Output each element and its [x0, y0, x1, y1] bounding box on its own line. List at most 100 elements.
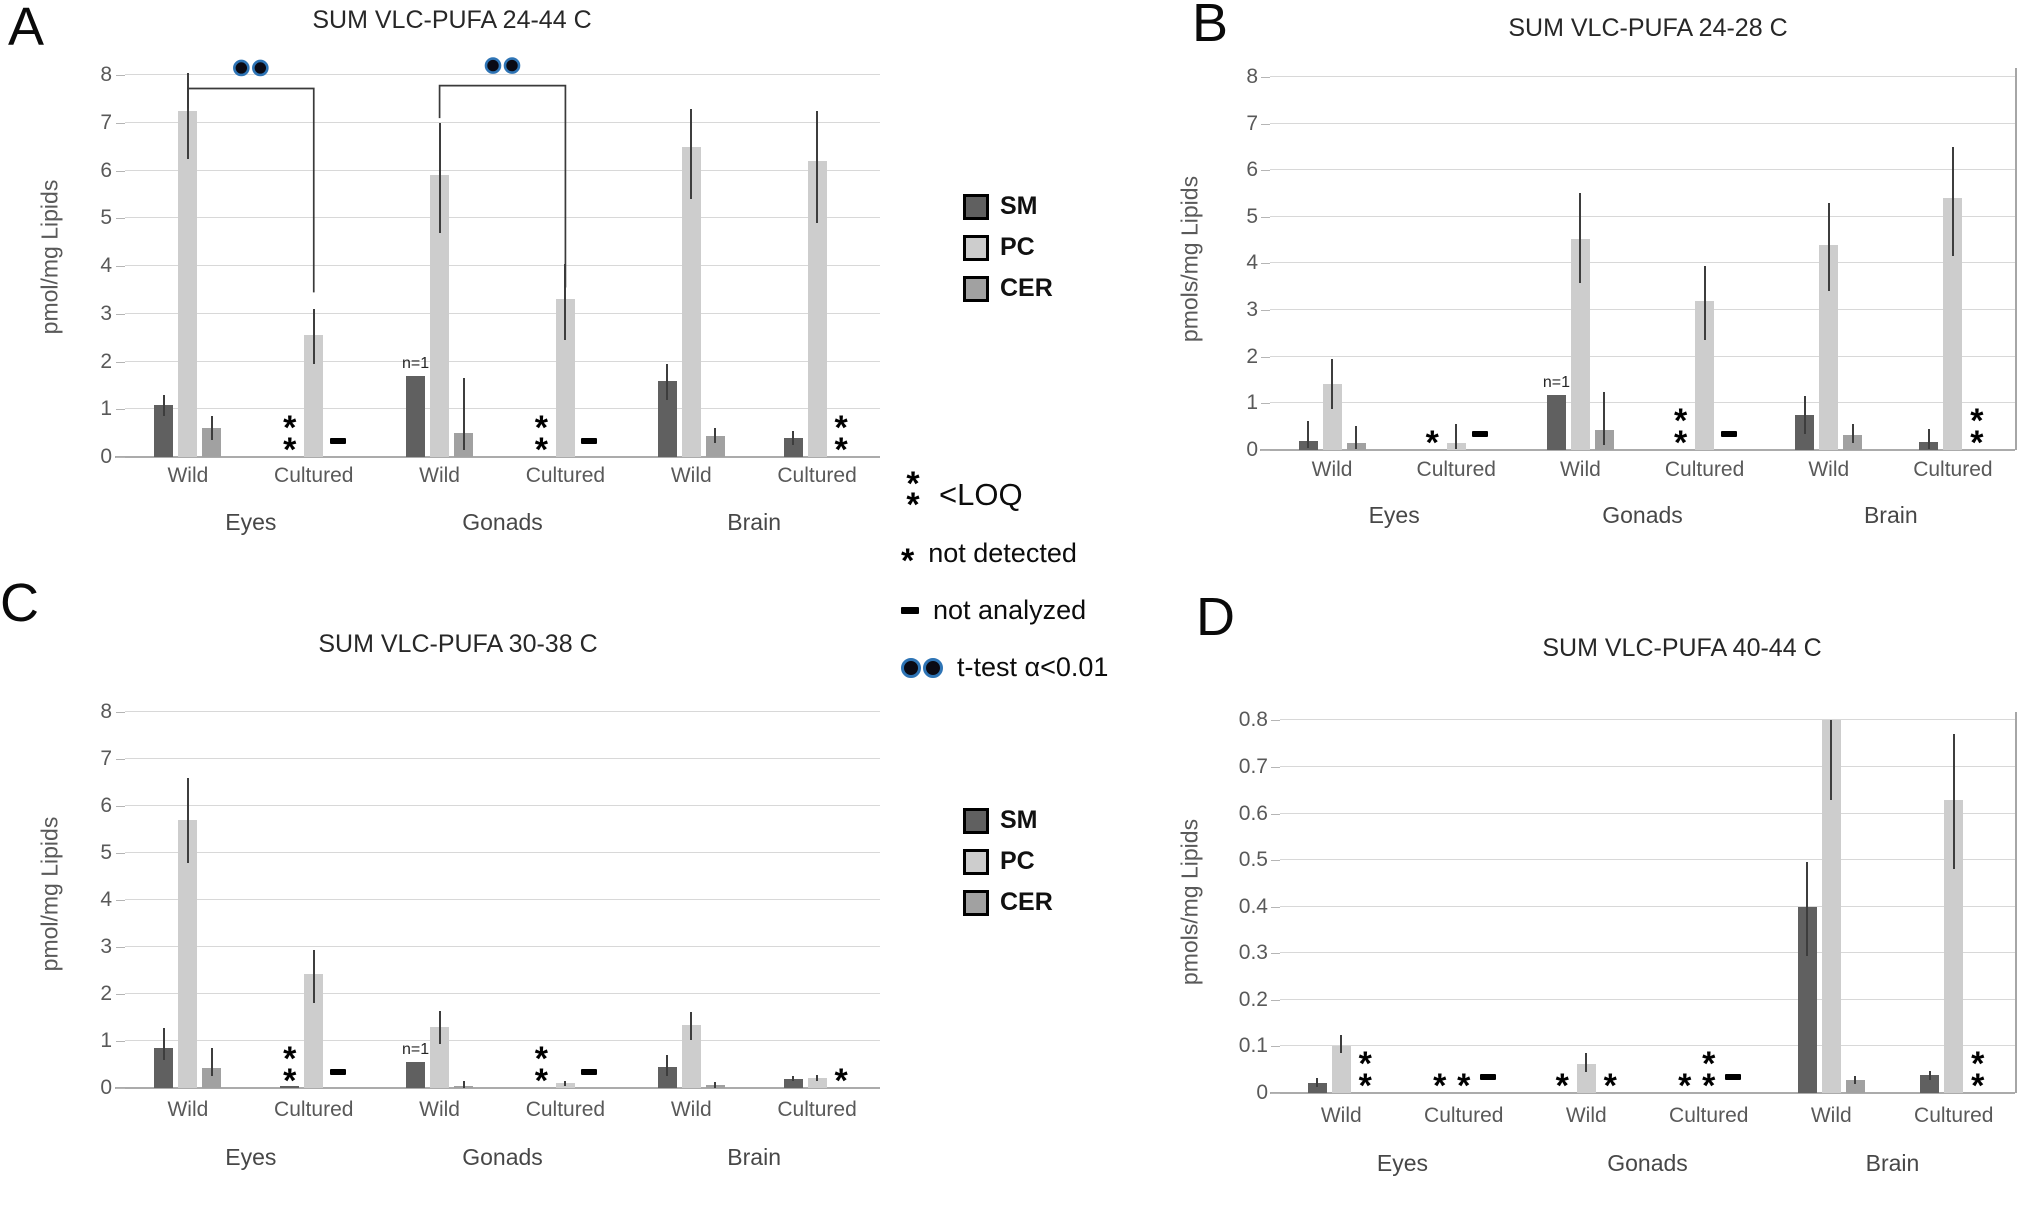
nd-symbol-D-Eyes-Cultured-PC [1447, 1075, 1481, 1097]
bar-B-Brain-Wild-PC [1819, 244, 1839, 450]
axis-tick-mark [1261, 76, 1270, 78]
axis-tick-mark [1271, 1046, 1280, 1048]
xlabel-D-Gonads-Wild: Wild [1565, 1104, 1607, 1127]
y-tick-label: 4 [100, 888, 112, 912]
panel-C-title: SUM VLC-PUFA 30-38 C [318, 630, 598, 658]
error-bar-B-Brain-Cultured-SM [1927, 429, 1930, 449]
axis-tick-mark [1261, 216, 1270, 218]
axis-tick-mark [1261, 170, 1270, 172]
not-detected-label: not detected [928, 538, 1077, 568]
y-tick-label: 0 [100, 445, 112, 468]
gridline [1280, 812, 2015, 814]
legend-item-sm: SM [963, 806, 1053, 835]
y-tick-label: 0.7 [1238, 754, 1268, 778]
y-tick-label: 8 [1246, 64, 1258, 88]
symbol-legend-loq: <LOQ [901, 474, 1231, 516]
gridline [125, 121, 880, 123]
group-label-C-Brain: Brain [727, 1144, 781, 1170]
bar-A-Gonads-Wild-PC [430, 175, 450, 457]
bar-A-Brain-Wild-CER [705, 435, 725, 457]
gridline [1270, 309, 2015, 311]
axis-tick-mark [1261, 403, 1270, 405]
x-axis-line [115, 456, 880, 458]
axis-tick-mark [116, 361, 125, 363]
pc-swatch-icon [963, 234, 989, 261]
y-tick-label: 3 [100, 301, 112, 325]
y-tick-label: 6 [100, 158, 112, 182]
y-tick-label: 2 [100, 349, 112, 373]
xlabel-D-Brain-Cultured: Cultured [1914, 1104, 1994, 1127]
x-axis-line [1270, 1092, 2015, 1094]
gridline [125, 946, 880, 948]
gridline [125, 74, 880, 76]
axis-tick-mark [1271, 720, 1280, 722]
y-tick-label: 7 [100, 110, 112, 134]
panel-B-plot: n=1 [1260, 68, 2015, 451]
bar-C-Brain-Wild-PC [681, 1024, 701, 1088]
panel-A-title: SUM VLC-PUFA 24-44 C [312, 6, 592, 34]
gridline [1280, 905, 2015, 907]
bar-A-Brain-Wild-SM [657, 380, 677, 457]
bar-D-Brain-Cultured-PC [1944, 799, 1964, 1093]
bar-A-Brain-Cultured-PC [807, 161, 827, 457]
axis-tick-mark [1261, 123, 1270, 125]
error-bar-A-Brain-Cultured-PC [816, 110, 819, 224]
group-label-D-Eyes: Eyes [1376, 1150, 1429, 1176]
y-tick-label: 5 [1246, 204, 1258, 228]
error-bar-A-Brain-Wild-CER [714, 428, 717, 443]
axis-tick-mark [116, 806, 125, 808]
gridline [1270, 402, 2015, 404]
y-tick-label: 8 [100, 700, 112, 724]
error-bar-B-Gonads-Wild-PC [1579, 192, 1582, 284]
axis-tick-mark [116, 122, 125, 124]
bar-C-Eyes-Wild-PC [178, 820, 198, 1088]
na-symbol-B-Gonads-Cultured-CER [1720, 431, 1737, 437]
y-tick-label: 0.5 [1238, 848, 1268, 872]
bar-A-Eyes-Cultured-PC [304, 335, 324, 457]
xlabel-A-Brain-Wild: Wild [670, 464, 712, 487]
xlabel-B-Brain-Wild: Wild [1808, 458, 1850, 481]
axis-tick-mark [1271, 766, 1280, 768]
n1-annotation-C-Gonads-Wild-SM: n=1 [402, 1041, 430, 1059]
bar-A-Eyes-Wild-CER [202, 428, 222, 457]
bar-A-Brain-Wild-PC [681, 146, 701, 457]
xlabel-A-Eyes-Cultured: Cultured [274, 464, 354, 487]
error-bar-A-Eyes-Wild-PC [186, 72, 189, 159]
bar-B-Gonads-Wild-SM [1546, 394, 1566, 450]
xlabel-A-Brain-Cultured: Cultured [777, 464, 857, 487]
error-bar-D-Gonads-Wild-PC [1585, 1053, 1588, 1073]
bar-D-Brain-Wild-PC [1821, 720, 1841, 1093]
error-bar-C-Gonads-Cultured-PC [564, 1080, 567, 1087]
panel-A-plot: n=1 [115, 57, 880, 458]
axis-tick-mark [1271, 906, 1280, 908]
axis-tick-mark [116, 313, 125, 315]
panel-D-ylabel: pmols/mg Lipids [1176, 818, 1203, 986]
xlabel-C-Brain-Wild: Wild [670, 1098, 712, 1121]
y-tick-label: 0.8 [1238, 708, 1268, 732]
double-asterisk-icon [901, 474, 925, 516]
bracket-A-1 [438, 84, 567, 288]
bar-B-Brain-Cultured-PC [1943, 198, 1963, 450]
axis-tick-mark [116, 1041, 125, 1043]
y-tick-label: 4 [100, 254, 112, 278]
xlabel-C-Brain-Cultured: Cultured [777, 1098, 857, 1121]
error-bar-C-Brain-Wild-SM [666, 1055, 669, 1077]
gridline [125, 852, 880, 854]
y-tick-label: 0 [1256, 1081, 1268, 1104]
gridline [125, 805, 880, 807]
xlabel-B-Gonads-Wild: Wild [1559, 458, 1601, 481]
error-bar-B-Eyes-Wild-PC [1331, 359, 1334, 409]
error-bar-A-Brain-Wild-PC [690, 108, 693, 200]
xlabel-B-Brain-Cultured: Cultured [1913, 458, 1993, 481]
bar-A-Gonads-Wild-SM [406, 375, 426, 457]
gridline [1270, 355, 2015, 357]
gridline [1280, 859, 2015, 861]
y-tick-label: 1 [1246, 391, 1258, 415]
axis-tick-mark [1261, 263, 1270, 265]
axis-tick-mark [116, 759, 125, 761]
error-bar-A-Gonads-Wild-PC [438, 122, 441, 233]
y-tick-label: 2 [1246, 344, 1258, 368]
y-tick-label: 2 [100, 982, 112, 1006]
